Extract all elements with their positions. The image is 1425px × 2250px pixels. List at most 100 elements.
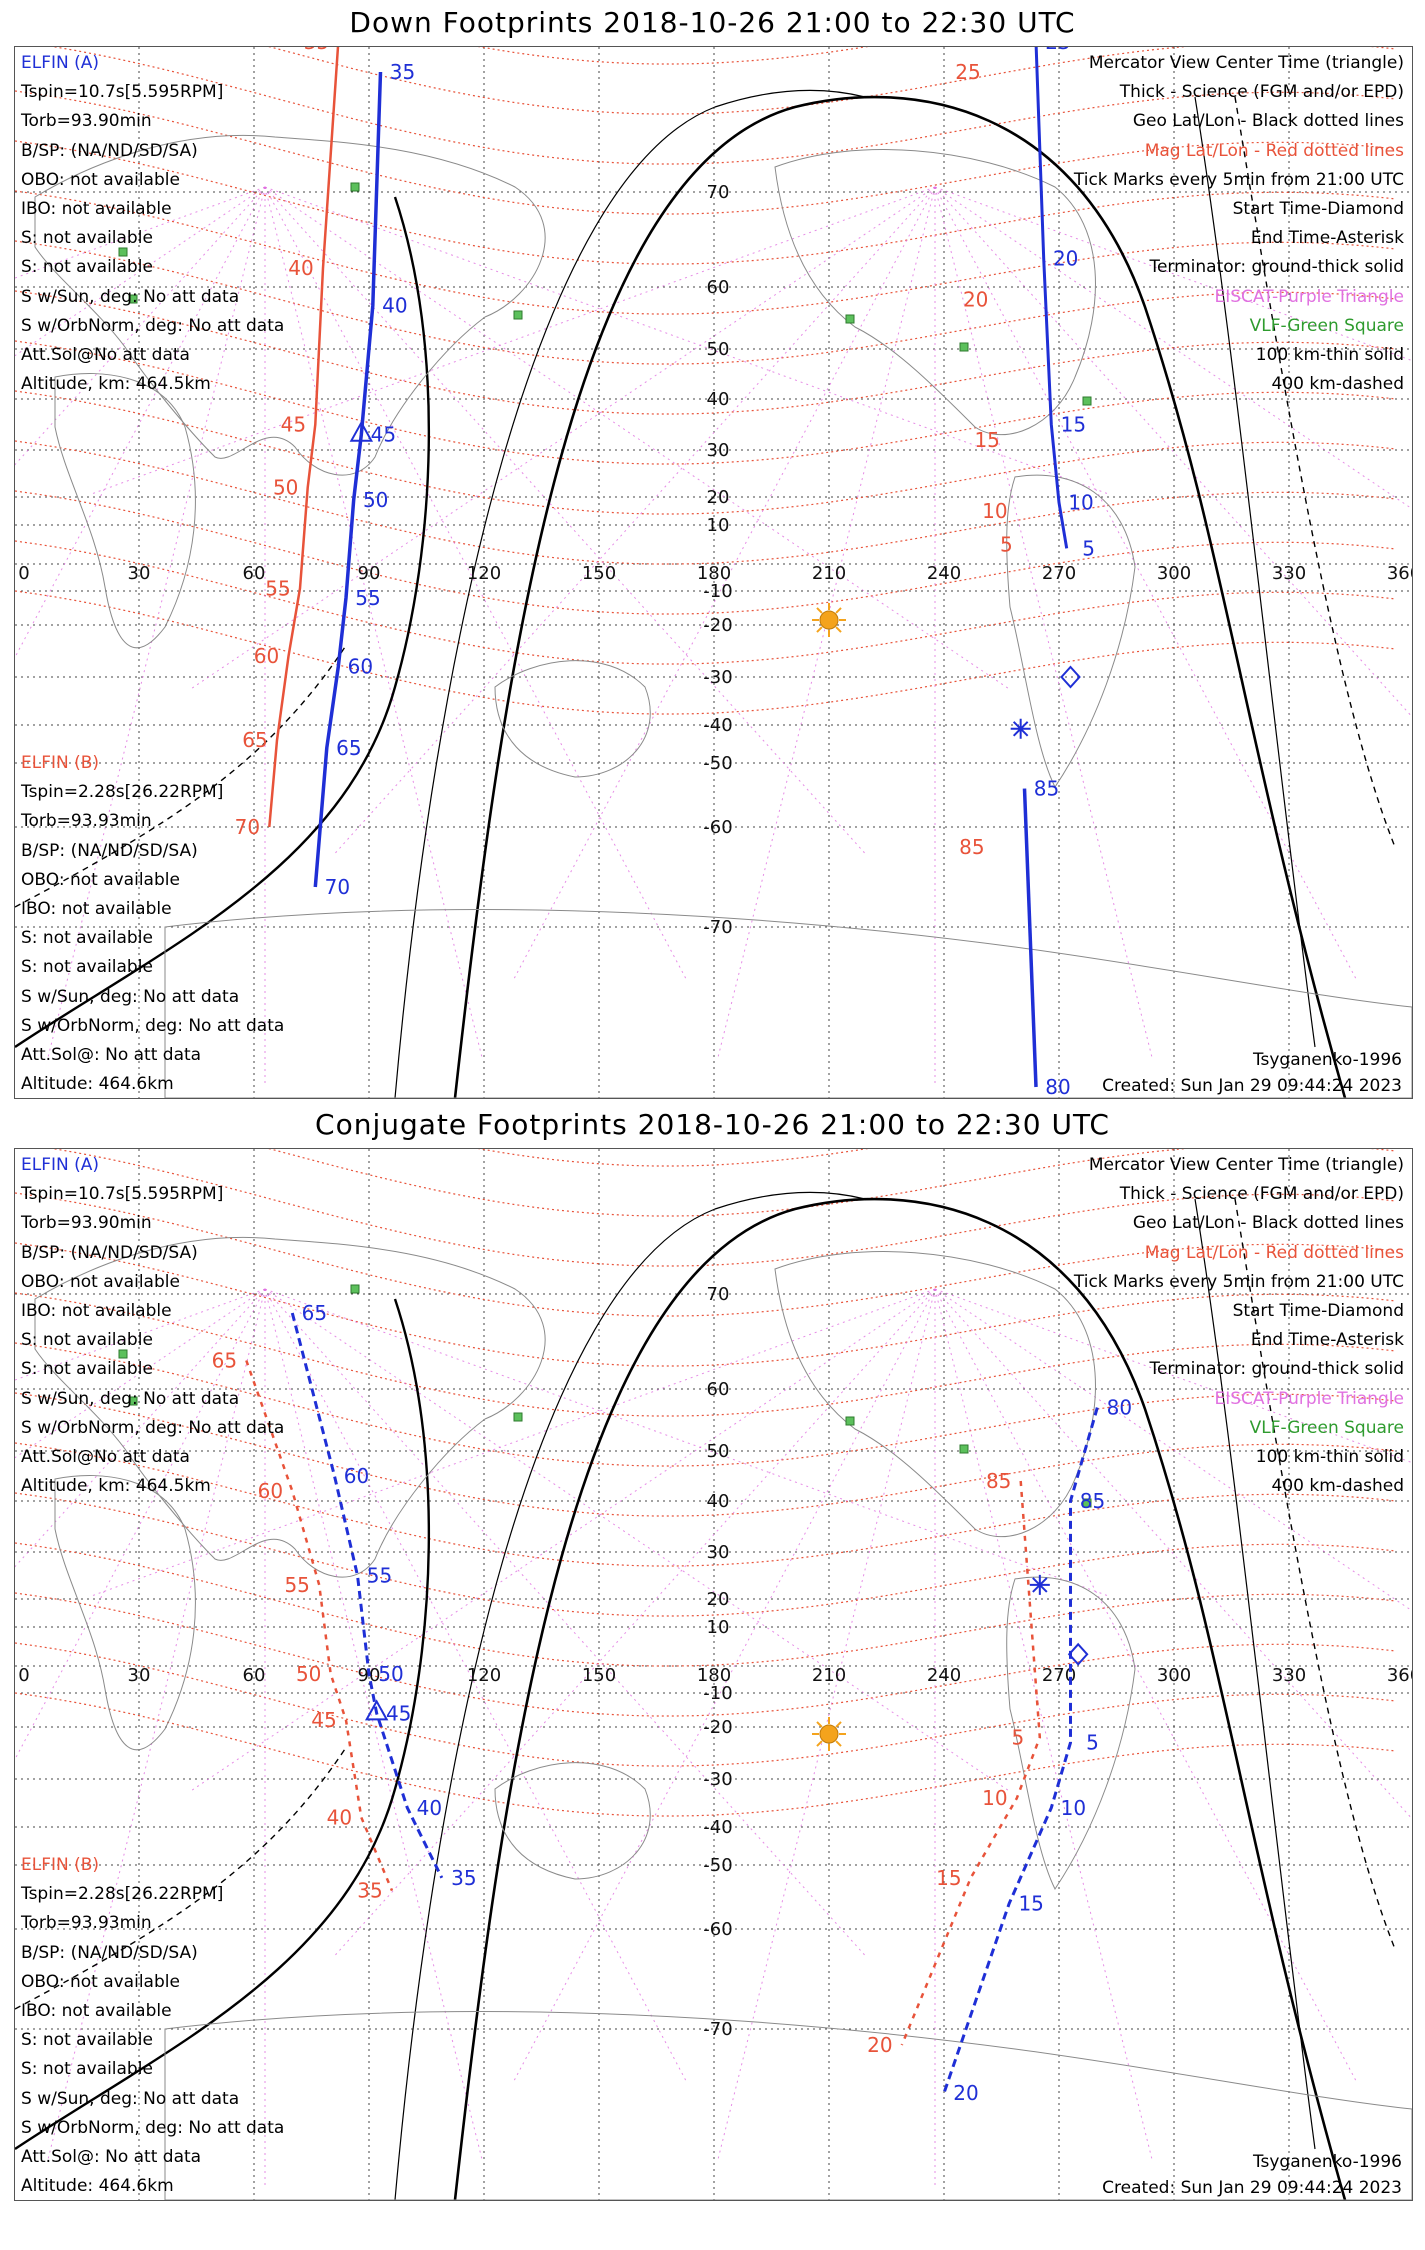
- info-line: IBO: not available: [21, 198, 172, 219]
- elfin-a-tick-label: 20: [1053, 247, 1078, 271]
- mag-parallel: [15, 1242, 1396, 1367]
- info-line: Altitude, km: 464.5km: [21, 374, 211, 395]
- legend: Mercator View Center Time (triangle) Thic…: [1074, 1151, 1404, 1501]
- elfin-a-tick-label: 40: [417, 1796, 442, 1820]
- elfin-b-tick-label: 60: [258, 1479, 283, 1503]
- continent-outline: [164, 2011, 1412, 2200]
- lat-tick-label: 40: [707, 389, 730, 410]
- lon-tick-label: 240: [927, 1665, 961, 1686]
- info-line: S w/OrbNorm, deg: No att data: [21, 2117, 285, 2138]
- elfin-b-tick-label: 40: [327, 1805, 352, 1829]
- elfin-a-tick-label: 35: [451, 1866, 476, 1890]
- info-line: Start Time-Diamond: [1232, 1300, 1404, 1321]
- elfin-a-tick-label: 60: [344, 1464, 369, 1488]
- lat-tick-label: 60: [707, 277, 730, 298]
- sun-ray: [835, 1740, 842, 1747]
- info-line: Att.Sol@No att data: [21, 344, 190, 365]
- elfin-a-tick-label: 45: [386, 1701, 411, 1725]
- lon-tick-label: 300: [1157, 563, 1191, 584]
- lon-tick-label: 0: [18, 563, 29, 584]
- sun-ray: [835, 607, 842, 614]
- lon-tick-label: 330: [1272, 563, 1306, 584]
- info-line: Tick Marks every 5min from 21:00 UTC: [1073, 1271, 1404, 1292]
- mag-parallel: [15, 1192, 1396, 1317]
- created-label: Created: Sun Jan 29 09:44:24 2023: [1102, 1076, 1402, 1096]
- end-asterisk: [1029, 1574, 1050, 1595]
- info-line: S w/Sun, deg: No att data: [21, 286, 240, 307]
- info-line: S: not available: [21, 257, 153, 278]
- elfin-b-tick-label: 70: [235, 815, 260, 839]
- terminator-ground-west: [15, 1298, 431, 2150]
- lon-tick-label: 90: [358, 563, 381, 584]
- mag-parallel: [51, 47, 1396, 165]
- lon-tick-label: 210: [812, 1665, 846, 1686]
- elfin-b-tick-label: 20: [867, 2033, 892, 2057]
- info-line: S: not available: [21, 228, 153, 249]
- vlf-green-square: [128, 294, 138, 304]
- elfin-a-track-east: [942, 1407, 1099, 2094]
- info-line: End Time-Asterisk: [1250, 228, 1404, 249]
- info-line: Altitude: 464.6km: [21, 1074, 174, 1095]
- satellite-tracks: [245, 1312, 1099, 2094]
- vlf-stations: [118, 1284, 1092, 1508]
- lat-tick-label: 70: [707, 182, 730, 203]
- mag-parallel: [15, 490, 1396, 615]
- info-line: S w/OrbNorm, deg: No att data: [21, 1015, 285, 1036]
- info-line: Terminator: ground-thick solid: [1149, 257, 1404, 278]
- panel-title-conjugate: Conjugate Footprints 2018-10-26 21:00 to…: [315, 1108, 1110, 1141]
- info-line: Mercator View Center Time (triangle): [1088, 1155, 1404, 1175]
- mag-parallel: [15, 390, 1396, 515]
- elfin-a-info: ELFIN (A) Tspin=10.7s[5.595RPM] Torb=93.90…: [21, 49, 284, 399]
- sun-disk: [819, 1724, 839, 1744]
- terminator-100km-west: [394, 1191, 866, 2200]
- mag-meridian: [264, 1288, 868, 1959]
- mag-meridian: [934, 1288, 1412, 1820]
- elfin-a-tick-label: 35: [390, 60, 415, 84]
- mag-parallel: [15, 440, 1396, 565]
- mag-meridian: [332, 186, 936, 857]
- info-line: Geo Lat/Lon - Black dotted lines: [1132, 1213, 1404, 1234]
- info-line: ELFIN (B): [21, 753, 100, 773]
- elfin-a-track-east: [1034, 47, 1069, 549]
- mag-meridian: [264, 186, 484, 1061]
- lat-tick-label: 60: [707, 1379, 730, 1400]
- info-line: B/SP: (NA/ND/SD/SA): [21, 1942, 198, 1963]
- lat-tick-label: -10: [703, 1683, 732, 1704]
- elfin-b-tick-label: 65: [242, 728, 267, 752]
- sun-ray: [816, 607, 823, 614]
- lat-tick-label: -40: [703, 715, 732, 736]
- elfin-a-tick-label: 5: [1082, 536, 1095, 560]
- elfin-a-track-west: [290, 1312, 444, 1879]
- continents: [34, 134, 1412, 1098]
- info-line: Altitude: 464.6km: [21, 2176, 174, 2197]
- vlf-green-square: [350, 182, 360, 192]
- info-line: Att.Sol@: No att data: [21, 1044, 202, 1065]
- elfin-b-tick-label: 50: [296, 1662, 321, 1686]
- lon-tick-label: 60: [243, 1665, 266, 1686]
- info-line: S w/Sun, deg: No att data: [21, 986, 240, 1007]
- lat-tick-label: 70: [707, 1284, 730, 1305]
- lon-tick-labels: 0306090120150180210240270300330360: [18, 1665, 1412, 1686]
- geo-grid: [15, 47, 1412, 1098]
- elfin-a-tick-label: 15: [1018, 1891, 1043, 1915]
- info-line: IBO: not available: [21, 1300, 172, 1321]
- mag-parallel: [15, 1592, 1396, 1717]
- info-line: Tspin=10.7s[5.595RPM]: [21, 82, 224, 103]
- elfin-b-tick-label: 65: [212, 1349, 237, 1373]
- lon-tick-label: 180: [697, 1665, 731, 1686]
- map-canvas: 0306090120150180210240270300330360706050…: [15, 1149, 1412, 2200]
- mag-parallel: [15, 1642, 1396, 1767]
- lon-tick-label: 180: [697, 563, 731, 584]
- elfin-b-info: ELFIN (B) Tspin=2.28s[26.22RPM] Torb=93.93…: [21, 1851, 284, 2201]
- terminator-100km-east: [1194, 96, 1316, 1048]
- info-line: ELFIN (A): [21, 53, 100, 73]
- info-line: Tspin=2.28s[26.22RPM]: [21, 1884, 224, 1905]
- mag-meridian: [512, 1288, 936, 2084]
- mag-parallel: [15, 140, 1396, 265]
- map-canvas: 0306090120150180210240270300330360706050…: [15, 47, 1412, 1098]
- info-line: IBO: not available: [21, 898, 172, 919]
- elfin-b-tick-label: 50: [273, 476, 298, 500]
- elfin-b-tick-label: 45: [311, 1708, 336, 1732]
- terminator-ground: [453, 95, 1347, 1098]
- mag-meridian: [264, 1288, 688, 2084]
